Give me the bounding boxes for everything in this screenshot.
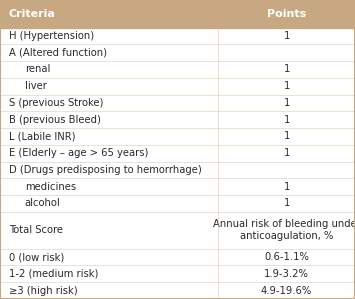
Text: 1: 1 (284, 31, 290, 41)
Text: medicines: medicines (25, 182, 76, 192)
Text: 1: 1 (284, 81, 290, 91)
Text: 1: 1 (284, 148, 290, 158)
Bar (0, 0, 355, 28)
Text: 1: 1 (284, 98, 290, 108)
Text: L (Labile INR): L (Labile INR) (9, 132, 75, 141)
Text: Criteria: Criteria (9, 9, 56, 19)
Text: 1: 1 (284, 199, 290, 208)
Text: 0 (low risk): 0 (low risk) (9, 252, 64, 262)
Text: 0.6-1.1%: 0.6-1.1% (264, 252, 309, 262)
Text: 1: 1 (284, 132, 290, 141)
Text: Points: Points (267, 9, 306, 19)
Text: H (Hypertension): H (Hypertension) (9, 31, 94, 41)
Text: E (Elderly – age > 65 years): E (Elderly – age > 65 years) (9, 148, 148, 158)
Text: liver: liver (25, 81, 47, 91)
Text: D (Drugs predisposing to hemorrhage): D (Drugs predisposing to hemorrhage) (9, 165, 202, 175)
Text: 4.9-19.6%: 4.9-19.6% (261, 286, 312, 296)
Text: B (previous Bleed): B (previous Bleed) (9, 115, 101, 125)
Text: ≥3 (high risk): ≥3 (high risk) (9, 286, 77, 296)
Text: alcohol: alcohol (25, 199, 61, 208)
Text: 1-2 (medium risk): 1-2 (medium risk) (9, 269, 98, 279)
Text: S (previous Stroke): S (previous Stroke) (9, 98, 103, 108)
Text: 1: 1 (284, 115, 290, 125)
Text: 1.9-3.2%: 1.9-3.2% (264, 269, 309, 279)
Text: 1: 1 (284, 182, 290, 192)
Text: Total Score: Total Score (9, 225, 63, 235)
Text: 1: 1 (284, 64, 290, 74)
Text: Annual risk of bleeding under
anticoagulation, %: Annual risk of bleeding under anticoagul… (213, 219, 355, 242)
Text: renal: renal (25, 64, 50, 74)
Text: A (Altered function): A (Altered function) (9, 48, 107, 58)
